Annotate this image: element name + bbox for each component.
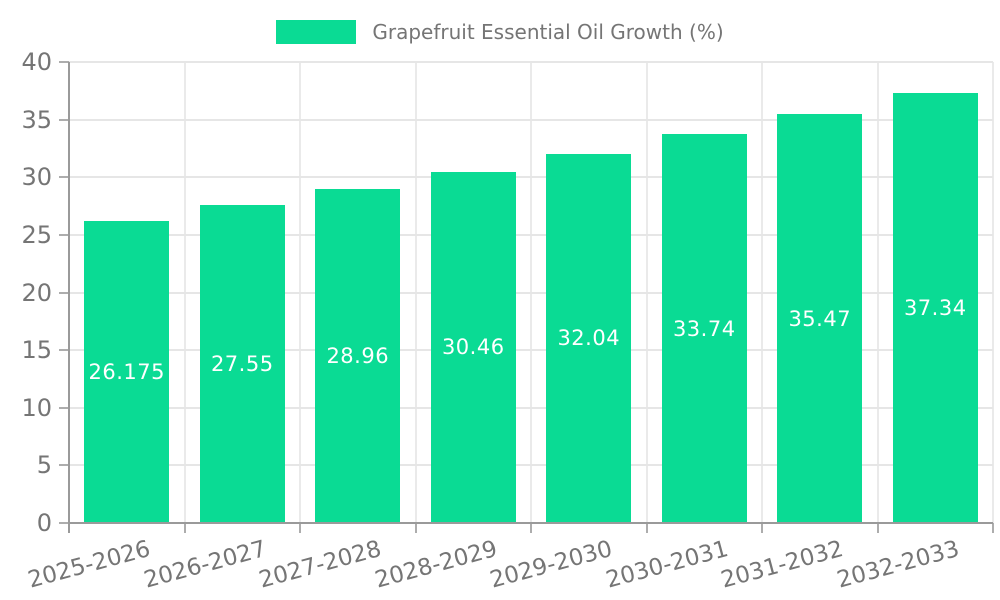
x-tick-mark [876, 523, 879, 533]
x-tick-mark [992, 523, 994, 533]
bar-value-label: 28.96 [326, 344, 390, 369]
bar-2031-2032: 35.47 [777, 114, 863, 523]
x-tick-mark [530, 523, 532, 533]
x-axis-tick-label: 2026-2027 [141, 536, 269, 594]
y-tick-mark [59, 406, 69, 409]
bar-value-label: 30.46 [441, 335, 505, 360]
y-tick-mark [59, 61, 69, 63]
x-axis-tick-label: 2031-2032 [718, 536, 847, 594]
x-axis-tick-label: 2029-2030 [487, 536, 616, 594]
vertical-gridline [992, 62, 994, 523]
bar-value-label: 33.74 [672, 316, 736, 341]
horizontal-gridline [69, 406, 993, 409]
x-axis-tick-label: 2028-2029 [372, 536, 500, 594]
x-axis-tick-label: 2025-2026 [25, 536, 154, 594]
bar-value-label: 27.55 [210, 352, 274, 377]
legend-swatch-icon [276, 20, 357, 44]
horizontal-gridline [69, 118, 993, 121]
bar-value-label: 26.175 [88, 360, 165, 385]
y-axis-tick-label: 5 [36, 451, 52, 480]
horizontal-gridline [69, 349, 993, 352]
horizontal-gridline [69, 291, 993, 294]
bar-value-label: 35.47 [788, 306, 852, 331]
bar-2029-2030: 32.04 [546, 153, 632, 523]
y-tick-mark [59, 233, 69, 236]
y-axis-tick-label: 35 [21, 105, 52, 134]
y-axis-tick-label: 30 [21, 163, 52, 192]
x-axis-tick-label: 2027-2028 [256, 536, 385, 594]
x-tick-mark [183, 523, 186, 533]
x-tick-mark [414, 523, 417, 533]
y-tick-mark [59, 176, 69, 179]
bar-2030-2031: 33.74 [661, 134, 747, 523]
legend-label: Grapefruit Essential Oil Growth (%) [372, 20, 724, 44]
y-axis-tick-label: 40 [21, 48, 52, 76]
y-axis-tick-label: 0 [36, 509, 52, 537]
y-tick-mark [59, 349, 69, 352]
y-tick-mark [59, 291, 69, 294]
horizontal-gridline [69, 61, 993, 63]
horizontal-gridline [69, 464, 993, 467]
x-tick-mark [645, 523, 648, 533]
bar-2025-2026: 26.175 [84, 221, 170, 523]
y-axis-tick-label: 15 [21, 336, 52, 365]
y-axis-tick-label: 25 [21, 220, 52, 249]
x-axis-line [69, 522, 993, 524]
y-axis-line [68, 62, 70, 533]
bar-2027-2028: 28.96 [315, 189, 401, 523]
x-axis-tick-label: 2030-2031 [603, 536, 731, 594]
y-tick-mark [59, 118, 69, 121]
y-axis-tick-label: 20 [21, 278, 52, 307]
x-tick-mark [299, 523, 301, 533]
x-axis-tick-label: 2032-2033 [834, 536, 962, 594]
bar-value-label: 37.34 [903, 295, 967, 320]
y-axis-tick-label: 10 [21, 393, 52, 422]
x-tick-mark [761, 523, 763, 533]
bar-2026-2027: 27.55 [199, 205, 285, 523]
y-tick-mark [59, 464, 69, 467]
chart-legend[interactable]: Grapefruit Essential Oil Growth (%) [0, 20, 1000, 44]
bar-value-label: 32.04 [557, 326, 621, 351]
horizontal-gridline [69, 176, 993, 179]
horizontal-gridline [69, 233, 993, 236]
y-tick-mark [59, 522, 69, 524]
bar-2032-2033: 37.34 [892, 92, 978, 523]
bar-2028-2029: 30.46 [430, 171, 516, 523]
